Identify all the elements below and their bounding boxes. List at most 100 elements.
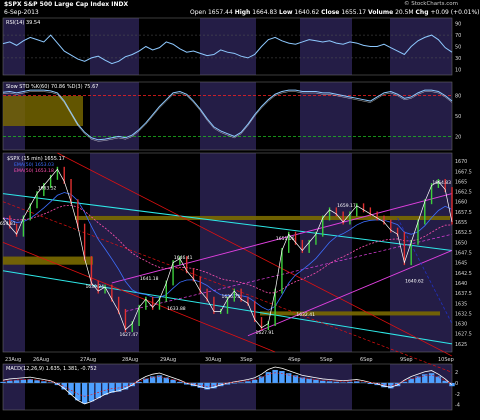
macd-histogram-bar [27, 379, 33, 383]
day-band [200, 18, 256, 75]
macd-histogram-bar [47, 382, 54, 383]
rsi-tick-label: 90 [455, 22, 461, 28]
magenta-channel-lower [247, 250, 453, 337]
macd-histogram-bar [163, 377, 169, 383]
rsi-tick-label: 50 [455, 45, 461, 51]
price-legend-ema-slow: EMA(50) 1653.18 [14, 168, 54, 174]
macd-histogram-bar [136, 381, 142, 383]
price-tick-label: 1642.5 [455, 271, 472, 277]
volume-value: 20.5M [395, 9, 414, 16]
macd-histogram-bar [41, 381, 47, 383]
x-axis-label: 10Sep [438, 357, 454, 363]
macd-histogram-bar [95, 382, 101, 399]
macd-histogram-bar [75, 382, 81, 401]
symbol: $SPX [4, 1, 22, 8]
x-axis-label: 27Aug [80, 357, 96, 363]
macd-histogram-bar [428, 373, 435, 383]
day-band [90, 18, 139, 75]
close-value: 1655.17 [341, 9, 367, 16]
x-axis-label: 5Sep [320, 357, 333, 363]
price-annotation: 1651.06 [276, 236, 295, 242]
panel-frame [2, 152, 453, 353]
macd-histogram-bar [20, 379, 27, 383]
day-band [300, 82, 352, 150]
watermark: © StockCharts.com [404, 1, 458, 7]
day-band [3, 364, 25, 410]
sto-d-line [2, 91, 453, 142]
macd-histogram-bar [245, 381, 251, 383]
x-axis-label: 9Sep [400, 357, 413, 363]
price-annotation: 1636.75 [222, 294, 241, 300]
price-tick-label: 1647.5 [455, 251, 472, 257]
sto-tick-label: 20 [455, 134, 461, 140]
rsi-legend: RSI(14) 39.54 [6, 20, 40, 26]
x-axis-label: 28Aug [122, 357, 138, 363]
macd-histogram-bar [88, 382, 95, 402]
macd-histogram-bar [340, 382, 346, 383]
price-tick-label: 1665 [455, 179, 467, 185]
macd-histogram-bar [435, 376, 442, 383]
price-annotation: 1659.17 [337, 203, 356, 209]
macd-histogram-bar [408, 378, 414, 383]
price-tick-label: 1635 [455, 301, 467, 307]
macd-histogram-bar [238, 382, 244, 383]
chart-date: 6-Sep-2013 [4, 9, 39, 16]
macd-histogram-bar [251, 379, 258, 383]
price-annotation: 1640.62 [405, 278, 424, 284]
macd-histogram-bar [388, 382, 394, 389]
macd-histogram-bar [292, 375, 299, 383]
macd-histogram-bar [286, 373, 292, 383]
price-annotation: 1646.41 [174, 255, 193, 261]
x-axis-label: 29Aug [160, 357, 176, 363]
price-annotation: 1654.81 [0, 221, 16, 227]
macd-signal-line [2, 372, 453, 397]
day-band [3, 18, 25, 75]
panel-frame [2, 363, 453, 411]
macd-histogram-bar [401, 381, 408, 383]
index-name: S&P 500 Large Cap Index [23, 1, 110, 8]
macd-histogram-bar [34, 380, 40, 383]
price-tick-label: 1637.5 [455, 291, 472, 297]
price-legend-main: $SPX (15 min) 1655.17 [7, 156, 65, 162]
macd-histogram-bar [306, 378, 312, 383]
price-annotation: 1633.88 [167, 306, 186, 312]
macd-tick-label: 0 [455, 381, 458, 387]
sto-tick-label: 80 [455, 94, 461, 100]
day-band [90, 153, 139, 352]
macd-histogram-bar [381, 382, 387, 388]
price-tick-label: 1655 [455, 220, 467, 226]
chg-value: +0.09 (+0.01%) [430, 9, 480, 16]
sto-legend: Slow STO %K(60) 70.86 %D(3) 75.67 [6, 84, 98, 90]
low-value: 1640.62 [294, 9, 320, 16]
macd-histogram-bar [258, 376, 265, 383]
price-annotation: 1627.47 [119, 332, 138, 338]
macd-histogram-bar [415, 376, 421, 383]
price-tick-label: 1632.5 [455, 311, 472, 317]
x-axis-label: 6Sep [360, 357, 373, 363]
macd-histogram-bar [183, 382, 190, 385]
price-tick-label: 1660 [455, 200, 467, 206]
rsi-tick-label: 70 [455, 33, 461, 39]
price-tick-label: 1627.5 [455, 332, 472, 338]
day-band [300, 153, 352, 352]
x-axis-label: 4Sep [288, 357, 301, 363]
macd-histogram-bar [149, 376, 156, 383]
macd-legend: MACD(12,26,9) 1.635, 1.381, -0.752 [6, 366, 97, 372]
macd-histogram-bar [326, 381, 333, 383]
macd-histogram-bar [320, 380, 326, 383]
macd-histogram-bar [224, 382, 231, 385]
macd-histogram-bar [442, 380, 448, 383]
support-zone-upper [75, 215, 450, 221]
rsi-line [2, 34, 453, 65]
macd-histogram-bar [360, 382, 367, 383]
macd-histogram-bar [347, 381, 353, 383]
macd-histogram-bar [170, 379, 176, 383]
day-band [300, 18, 352, 75]
day-band [390, 364, 452, 410]
macd-histogram-bar [367, 382, 374, 385]
macd-histogram-bar [177, 381, 183, 383]
sto-k-line [2, 89, 453, 141]
rsi-tick-label: 10 [455, 67, 461, 73]
